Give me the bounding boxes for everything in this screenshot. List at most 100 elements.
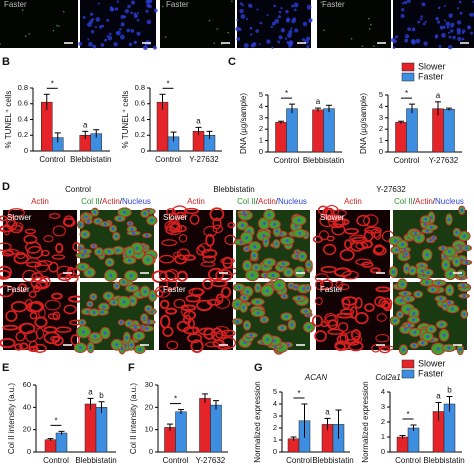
cell (221, 336, 237, 349)
nucleus (395, 35, 399, 39)
channel-label: Actin (344, 197, 362, 206)
cell (324, 315, 339, 327)
channel-part: Col II (237, 197, 256, 206)
y-tick-label: 2 (381, 417, 385, 426)
nucleus (469, 12, 474, 17)
channel-part: Col II (81, 197, 100, 206)
nucleus (441, 246, 445, 250)
nucleus (259, 21, 263, 25)
cell (28, 290, 37, 298)
cell (190, 339, 204, 353)
cell (52, 335, 64, 346)
nucleus (256, 311, 260, 315)
spot (368, 28, 371, 30)
cell (370, 267, 381, 274)
bar-chart: 0 0.2 0.4 0.6 0.8 % TUNEL⁺ cells Control Y-2763… (121, 79, 222, 164)
chart-title: Col2a1 (375, 373, 400, 382)
nucleus (293, 8, 297, 12)
nucleus (245, 290, 249, 294)
annotation: a (436, 91, 441, 100)
bar-chart: 0 1 2 3 4 Normalized expression Col2a1 Control B… (361, 358, 465, 465)
nucleus (403, 0, 408, 5)
cell (7, 208, 25, 218)
nucleus (94, 26, 97, 29)
x-tick-label: Control (43, 456, 69, 465)
legend-label: Faster (418, 368, 444, 378)
nucleus (264, 239, 268, 243)
spot (368, 17, 370, 20)
nucleus (116, 248, 120, 252)
cell (44, 299, 61, 311)
nucleus (289, 284, 293, 288)
cell (32, 343, 47, 354)
nucleus (122, 300, 126, 304)
cell (324, 204, 340, 219)
nucleus (410, 269, 414, 273)
spot (208, 19, 211, 22)
nucleus (442, 25, 446, 29)
nucleus (277, 40, 281, 44)
cell (220, 257, 235, 265)
y-tick-label: 5 (259, 90, 263, 99)
nucleus (429, 225, 433, 229)
nucleus (458, 347, 462, 351)
nucleus (306, 286, 310, 290)
nucleus (446, 25, 450, 29)
y-axis-label: Col II intensity (a.u.) (7, 383, 16, 454)
nucleus (128, 42, 133, 47)
micrograph (75, 207, 158, 282)
y-tick-label: 2 (273, 423, 277, 432)
channel-part: Actin (415, 197, 433, 206)
spot (58, 25, 60, 27)
bar (175, 411, 187, 453)
nucleus (113, 42, 118, 47)
error-bar (410, 424, 417, 431)
nucleus (146, 258, 150, 262)
nucleus (143, 45, 148, 51)
y-tick-label: 3 (381, 402, 385, 411)
cell (176, 270, 188, 282)
cell (338, 283, 350, 291)
nucleus (133, 12, 137, 16)
nucleus (267, 213, 271, 217)
nucleus (287, 270, 291, 274)
error-bar (435, 101, 441, 116)
nucleus (271, 273, 275, 277)
cell (188, 287, 205, 296)
nucleus (142, 316, 146, 320)
cell (336, 312, 354, 319)
cell (311, 314, 324, 327)
nucleus (126, 28, 131, 33)
bar (312, 109, 324, 153)
row-label: Slower (7, 213, 32, 222)
nucleus (281, 262, 285, 266)
nucleus (254, 266, 258, 270)
bar (407, 427, 420, 453)
nucleus (265, 338, 269, 342)
error-bar (315, 107, 321, 112)
nucleus (404, 327, 408, 331)
cell (48, 261, 59, 273)
error-bar (47, 438, 54, 441)
nucleus (249, 26, 253, 30)
nucleus (288, 29, 293, 34)
error-bar (278, 120, 284, 124)
micrograph (235, 0, 313, 49)
nucleus (250, 273, 254, 277)
cell (55, 326, 72, 333)
bar (396, 436, 409, 453)
nucleus (124, 8, 129, 14)
y-tick-label: 1 (381, 432, 385, 441)
spot (320, 1, 322, 3)
annotation: * (166, 79, 169, 88)
nucleus (447, 301, 451, 305)
legend-swatch (401, 359, 415, 369)
x-tick-label: Control (155, 155, 181, 164)
channel-part: Nucleus (278, 197, 307, 206)
nucleus (109, 274, 113, 278)
nucleus (81, 253, 85, 257)
nucleus (407, 323, 411, 327)
annotation: * (405, 89, 408, 98)
nucleus (119, 28, 122, 31)
nucleus (455, 259, 459, 263)
